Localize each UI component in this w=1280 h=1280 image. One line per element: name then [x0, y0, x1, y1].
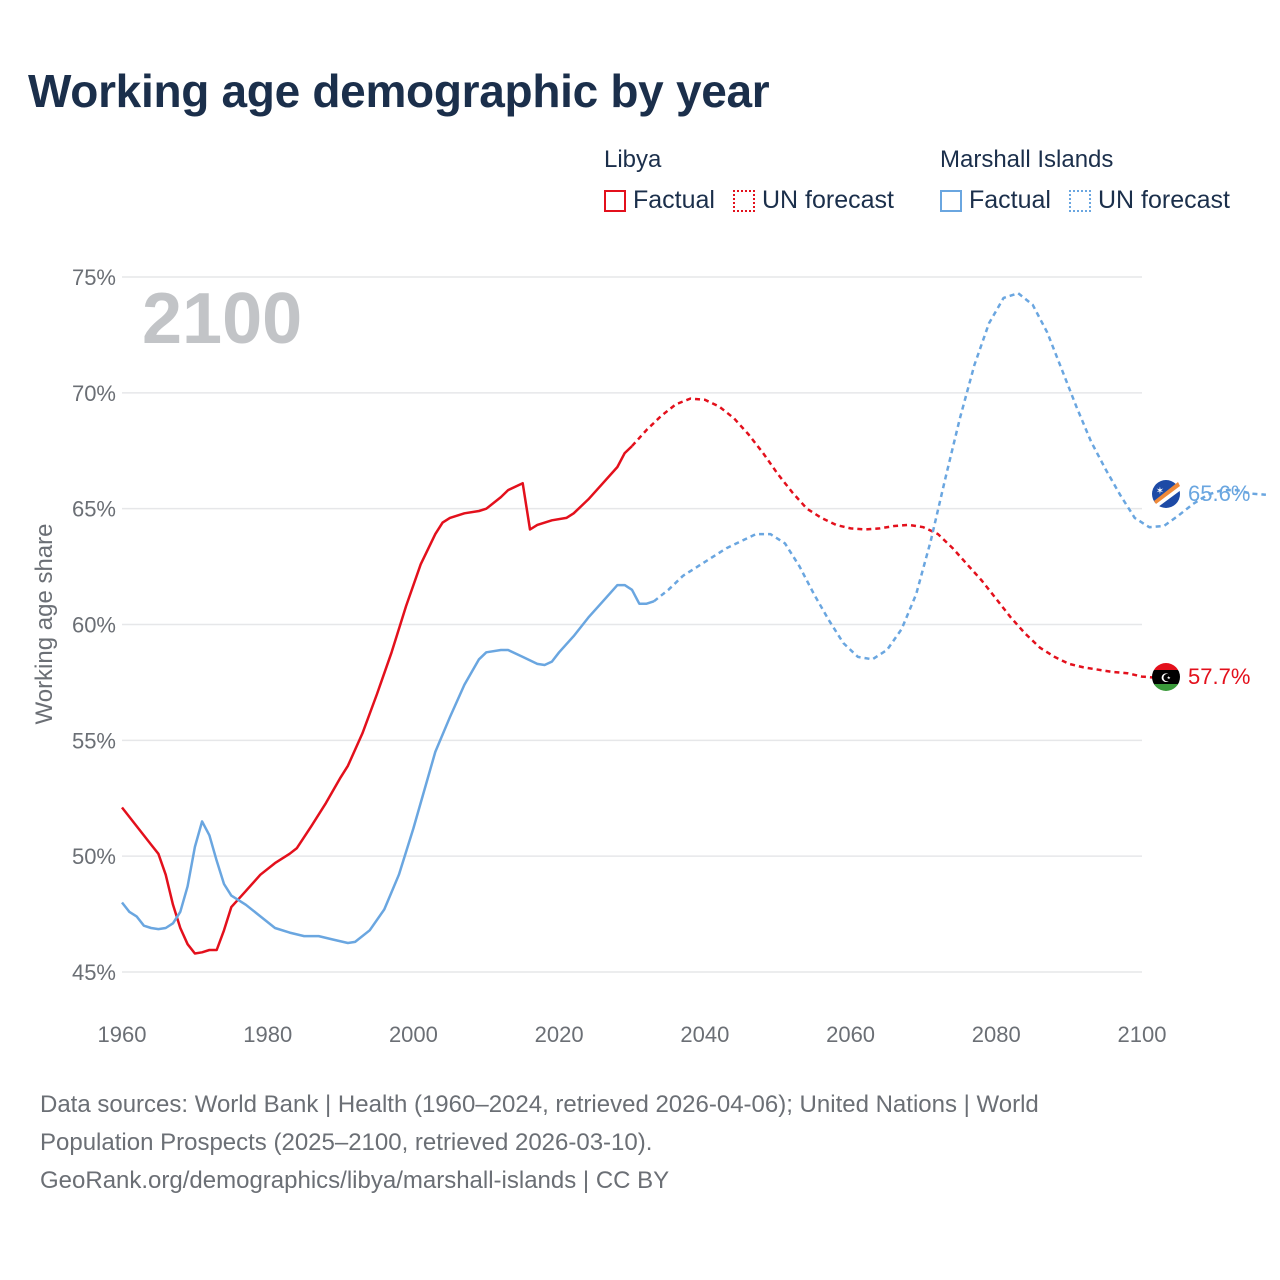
legend-swatch-solid: [940, 189, 962, 212]
legend-group-name: Marshall Islands: [940, 146, 1114, 173]
legend-swatch-dotted: [732, 189, 755, 212]
end-label-marshall-islands: 65.6%: [1188, 481, 1250, 506]
legend-group-libya: Libya Factual UN forecast: [604, 144, 912, 215]
series-line-libya-factual: [121, 445, 633, 955]
series-line-marshall-islands-factual: [121, 583, 655, 945]
y-tick-label: 55%: [72, 728, 116, 753]
y-tick-label: 75%: [72, 265, 116, 290]
legend-marshall-forecast[interactable]: UN forecast: [1068, 186, 1230, 215]
x-tick-label: 2080: [972, 1022, 1021, 1047]
chart-title: Working age demographic by year: [28, 65, 770, 117]
series-line-marshall-islands-forecast: [653, 291, 1267, 661]
series-line-libya-forecast: [631, 397, 1157, 680]
footer-source-line-1: Data sources: World Bank | Health (1960–…: [40, 1091, 1039, 1118]
flag-marshall-islands: ✶: [1152, 480, 1181, 508]
flag-libya: ☪: [1152, 663, 1180, 691]
flag-stripe-orange: [1154, 482, 1180, 504]
legend-swatch-solid: [604, 189, 626, 212]
year-overlay: 2100: [142, 279, 302, 359]
star-icon: ✶: [1156, 486, 1164, 497]
grid-lines: [122, 276, 1142, 973]
x-tick-label: 1980: [243, 1022, 292, 1047]
x-tick-label: 1960: [98, 1022, 147, 1047]
footer-source-line-2: Population Prospects (2025–2100, retriev…: [40, 1129, 653, 1156]
y-tick-label: 60%: [72, 613, 116, 638]
x-tick-label: 2040: [680, 1022, 729, 1047]
x-tick-label: 2000: [389, 1022, 438, 1047]
legend-swatch-dotted: [1068, 189, 1091, 212]
series-lines: [121, 291, 1267, 955]
x-axis-ticks: 1960 1980 2000 2020 2040 2060 2080 2100: [98, 1022, 1167, 1047]
footer-url[interactable]: GeoRank.org/demographics/libya/marshall-…: [40, 1167, 670, 1194]
line-chart: 2100 45% 50% 55% 60% 65% 70% 75% 1960 1980 2000 2…: [31, 265, 1267, 1047]
legend-libya-forecast[interactable]: UN forecast: [732, 186, 894, 215]
x-tick-label: 2020: [535, 1022, 584, 1047]
y-tick-label: 45%: [72, 960, 116, 985]
y-tick-label: 70%: [72, 381, 116, 406]
y-axis-label: Working age share: [31, 524, 58, 725]
legend-marshall-factual[interactable]: Factual: [940, 186, 1051, 215]
x-tick-label: 2060: [826, 1022, 875, 1047]
legend-group-marshall-islands: Marshall Islands Factual UN forecast: [940, 144, 1248, 215]
y-tick-label: 65%: [72, 497, 116, 522]
y-axis-ticks: 45% 50% 55% 60% 65% 70% 75%: [72, 265, 116, 985]
end-label-libya: 57.7%: [1188, 664, 1250, 689]
crescent-icon: ☪: [1161, 671, 1172, 685]
x-tick-label: 2100: [1118, 1022, 1167, 1047]
legend-group-name: Libya: [604, 146, 662, 173]
footer: Data sources: World Bank | Health (1960–…: [40, 1086, 1240, 1200]
legend-libya-factual[interactable]: Factual: [604, 186, 715, 215]
y-tick-label: 50%: [72, 844, 116, 869]
